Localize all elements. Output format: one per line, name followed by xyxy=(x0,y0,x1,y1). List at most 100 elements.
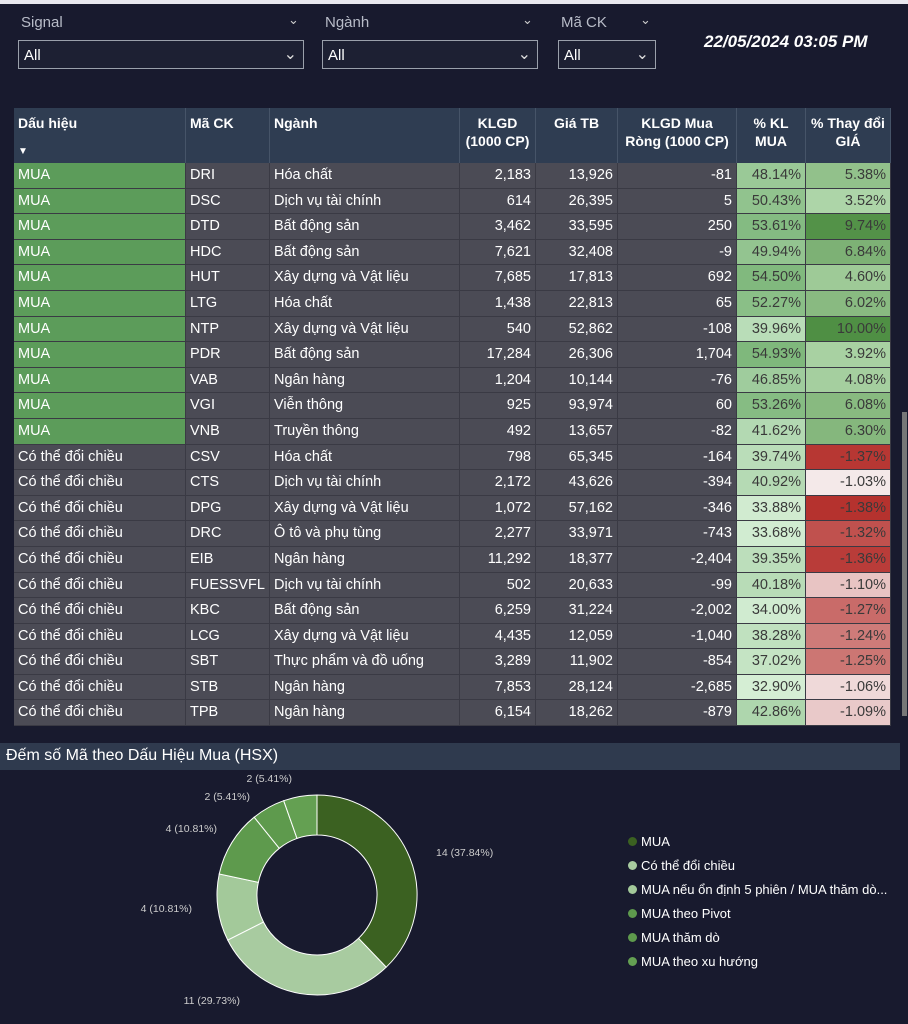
column-header[interactable]: % Thay đổi GIÁ xyxy=(806,108,891,163)
table-cell: 3.92% xyxy=(806,342,891,367)
table-cell: 5 xyxy=(618,188,737,214)
table-cell: 4.08% xyxy=(806,367,891,393)
table-cell: 6.84% xyxy=(806,239,891,265)
table-row[interactable]: Có thể đổi chiều EIB Ngân hàng 11,292 18,377… xyxy=(14,546,891,573)
table-row[interactable]: MUA NTP Xây dựng và Vật liệu 540 52,862 -108 3… xyxy=(14,316,891,343)
table-cell: SBT xyxy=(186,649,270,674)
table-cell: -1.09% xyxy=(806,700,891,726)
table-row[interactable]: Có thể đổi chiều CTS Dịch vụ tài chính 2,17… xyxy=(14,470,891,496)
table-cell: 7,621 xyxy=(460,239,536,265)
table-cell: 5.38% xyxy=(806,163,891,188)
table-row[interactable]: MUA PDR Bất động sản 17,284 26,306 1,704 54.93… xyxy=(14,342,891,368)
table-row[interactable]: MUA DSC Dịch vụ tài chính 614 26,395 5 50.43% 3… xyxy=(14,188,891,215)
column-header[interactable]: Giá TB xyxy=(536,108,618,163)
legend-item[interactable]: MUA xyxy=(628,829,887,853)
table-cell: Thực phẩm và đồ uống xyxy=(270,649,460,674)
table-cell: 13,657 xyxy=(536,418,618,444)
table-row[interactable]: MUA LTG Hóa chất 1,438 22,813 65 52.27% 6.02% xyxy=(14,290,891,317)
table-row[interactable]: MUA DTD Bất động sản 3,462 33,595 250 53.61% 9.… xyxy=(14,214,891,240)
table-cell: Có thể đổi chiều xyxy=(14,700,186,726)
table-cell: 33,971 xyxy=(536,521,618,546)
column-header[interactable]: Mã CK xyxy=(186,108,270,163)
table-cell: MUA xyxy=(14,188,186,214)
table-row[interactable]: Có thể đổi chiều STB Ngân hàng 7,853 28,124-… xyxy=(14,674,891,701)
table-cell: 6,259 xyxy=(460,598,536,623)
table-cell: 3,462 xyxy=(460,214,536,239)
table-cell: MUA xyxy=(14,163,186,188)
table-row[interactable]: MUA VGI Viễn thông 925 93,974 60 53.26% 6.08% xyxy=(14,393,891,419)
table-cell: -854 xyxy=(618,649,737,674)
table-row[interactable]: Có thể đổi chiều FUESSVFL Dịch vụ tài chín… xyxy=(14,572,891,599)
table-row[interactable]: MUA VNB Truyền thông 492 13,657 -82 41.62% 6.30… xyxy=(14,418,891,445)
table-cell: 32.90% xyxy=(737,674,806,700)
column-header[interactable]: % KL MUA xyxy=(737,108,806,163)
table-cell: Có thể đổi chiều xyxy=(14,598,186,623)
table-cell: -9 xyxy=(618,239,737,265)
filter-dropdown[interactable]: All ⌄ xyxy=(322,40,538,69)
table-cell: Ngân hàng xyxy=(270,546,460,572)
table-row[interactable]: MUA VAB Ngân hàng 1,204 10,144 -76 46.85% 4.08% xyxy=(14,367,891,394)
table-row[interactable]: Có thể đổi chiều KBC Bất động sản 6,259 31,2… xyxy=(14,598,891,624)
filter-dropdown[interactable]: All ⌄ xyxy=(18,40,304,69)
table-cell: MUA xyxy=(14,265,186,290)
filter-dropdown[interactable]: All ⌄ xyxy=(558,40,656,69)
donut-slice[interactable] xyxy=(227,921,387,996)
legend-item[interactable]: Có thể đổi chiều xyxy=(628,853,887,877)
collapse-chevron-icon[interactable]: ⌄ xyxy=(522,12,533,27)
table-row[interactable]: Có thể đổi chiều LCG Xây dựng và Vật liệu 4… xyxy=(14,623,891,650)
table-cell: 57,162 xyxy=(536,495,618,521)
table-row[interactable]: MUA HUT Xây dựng và Vật liệu 7,685 17,813 692… xyxy=(14,265,891,291)
legend-dot-icon xyxy=(628,956,637,966)
table-cell: KBC xyxy=(186,598,270,623)
table-cell: 34.00% xyxy=(737,598,806,623)
table-cell: DRC xyxy=(186,521,270,546)
column-header[interactable]: KLGD Mua Ròng (1000 CP) xyxy=(618,108,737,163)
table-cell: 54.93% xyxy=(737,342,806,367)
table-cell: 39.96% xyxy=(737,316,806,342)
table-row[interactable]: Có thể đổi chiều TPB Ngân hàng 6,154 18,262-… xyxy=(14,700,891,727)
column-header[interactable]: Dấu hiệu ▼ xyxy=(14,108,186,163)
legend-dot-icon xyxy=(628,884,637,894)
filter-value: All xyxy=(24,47,41,64)
donut-slice[interactable] xyxy=(316,794,418,968)
collapse-chevron-icon[interactable]: ⌄ xyxy=(288,12,299,27)
table-cell: 43,626 xyxy=(536,470,618,495)
filter-label: Mã CK xyxy=(561,14,607,31)
legend-item[interactable]: MUA theo Pivot xyxy=(628,901,887,925)
legend-item[interactable]: MUA thăm dò xyxy=(628,925,887,949)
table-cell: Xây dựng và Vật liệu xyxy=(270,316,460,342)
table-cell: FUESSVFL xyxy=(186,572,270,598)
slice-data-label: 4 (10.81%) xyxy=(166,823,217,835)
table-row[interactable]: MUA DRI Hóa chất 2,183 13,926 -81 48.14% 5.38% xyxy=(14,163,891,189)
legend-dot-icon xyxy=(628,836,637,846)
table-cell: Bất động sản xyxy=(270,239,460,265)
legend-dot-icon xyxy=(628,932,637,942)
table-cell: 250 xyxy=(618,214,737,239)
table-cell: Ngân hàng xyxy=(270,700,460,726)
legend-dot-icon xyxy=(628,860,637,870)
donut-slice[interactable] xyxy=(283,794,318,840)
table-header: Dấu hiệu ▼ Mã CK Ngành KLGD (1000 CP) Giá TB K… xyxy=(14,108,891,163)
table-row[interactable]: Có thể đổi chiều DRC Ô tô và phụ tùng 2,277… xyxy=(14,521,891,547)
table-cell: -346 xyxy=(618,495,737,521)
pie-legend: MUA Có thể đổi chiều MUA nếu ổn định 5 phi… xyxy=(628,829,887,973)
table-cell: -1.37% xyxy=(806,444,891,470)
sort-desc-icon[interactable]: ▼ xyxy=(18,146,28,157)
table-row[interactable]: Có thể đổi chiều DPG Xây dựng và Vật liệu 1… xyxy=(14,495,891,522)
table-cell: Bất động sản xyxy=(270,342,460,367)
table-row[interactable]: MUA HDC Bất động sản 7,621 32,408 -9 49.94% 6.8… xyxy=(14,239,891,266)
table-row[interactable]: Có thể đổi chiều SBT Thực phẩm và đồ uống 3… xyxy=(14,649,891,675)
table-cell: DPG xyxy=(186,495,270,521)
legend-item[interactable]: MUA nếu ổn định 5 phiên / MUA thăm dò... xyxy=(628,877,887,901)
collapse-chevron-icon[interactable]: ⌄ xyxy=(640,12,651,27)
legend-item[interactable]: MUA theo xu hướng xyxy=(628,949,887,973)
table-scrollbar[interactable] xyxy=(902,412,907,716)
table-cell: 6.08% xyxy=(806,393,891,418)
table-cell: Ngân hàng xyxy=(270,674,460,700)
table-cell: CSV xyxy=(186,444,270,470)
table-cell: 540 xyxy=(460,316,536,342)
column-header[interactable]: KLGD (1000 CP) xyxy=(460,108,536,163)
table-cell: 3,289 xyxy=(460,649,536,674)
table-row[interactable]: Có thể đổi chiều CSV Hóa chất 798 65,345 -164… xyxy=(14,444,891,471)
column-header[interactable]: Ngành xyxy=(270,108,460,163)
